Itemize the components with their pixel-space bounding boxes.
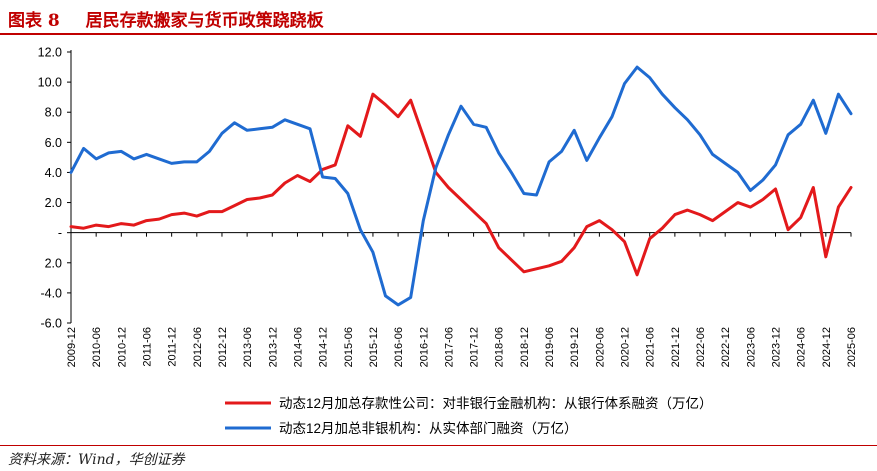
series-lines xyxy=(69,65,853,307)
y-tick-label: 10.0 xyxy=(38,76,62,90)
chart-title: 图表 8 居民存款搬家与货币政策跷跷板 xyxy=(8,6,324,31)
y-tick-label: 2.0 xyxy=(45,196,62,210)
source-note: 资料来源：Wind，华创证券 xyxy=(8,452,185,468)
y-tick-label: -4.0 xyxy=(40,286,62,300)
x-tick-label: 2015-12 xyxy=(368,327,380,367)
x-tick-label: 2011-12 xyxy=(167,327,179,367)
x-tick-label: 2018-06 xyxy=(494,327,506,367)
x-tick-label: 2017-06 xyxy=(443,327,455,367)
x-tick-label: 2014-06 xyxy=(292,327,304,367)
y-tick-label: -6.0 xyxy=(40,317,62,331)
x-tick-label: 2013-12 xyxy=(267,327,279,367)
x-tick-label: 2010-06 xyxy=(91,327,103,367)
axes: 12.0 10.0 8.0 6.0 4.0 2.0 - 2.0 -4.0 -6.0 2009-12 2… xyxy=(38,46,858,368)
title-rule xyxy=(0,33,877,35)
y-tick-label: 6.0 xyxy=(45,136,62,150)
y-tick-label: 4.0 xyxy=(45,166,62,180)
x-tick-label: 2009-12 xyxy=(66,327,78,367)
x-tick-label: 2019-12 xyxy=(569,327,581,367)
x-tick-label: 2012-12 xyxy=(217,327,229,367)
x-tick-label: 2022-12 xyxy=(720,327,732,367)
figure-label: 图表 8 xyxy=(8,11,60,31)
y-tick-label: 8.0 xyxy=(45,106,62,120)
y-tick-label: 2.0 xyxy=(45,256,62,270)
x-tick-label: 2013-06 xyxy=(242,327,254,367)
x-tick-label: 2019-06 xyxy=(544,327,556,367)
x-tick-label: 2021-06 xyxy=(645,327,657,367)
x-tick-label: 2017-12 xyxy=(469,327,481,367)
x-tick-label: 2023-06 xyxy=(745,327,757,367)
series-line-blue xyxy=(69,65,853,307)
y-tick-label: - xyxy=(58,226,62,240)
figure-title: 居民存款搬家与货币政策跷跷板 xyxy=(85,11,324,31)
legend-label-red: 动态12月加总存款性公司：对非银行金融机构：从银行体系融资（万亿） xyxy=(279,396,713,411)
x-tick-label: 2015-06 xyxy=(343,327,355,367)
x-tick-label: 2016-06 xyxy=(393,327,405,367)
x-tick-label: 2014-12 xyxy=(318,327,330,367)
x-tick-label: 2022-06 xyxy=(695,327,707,367)
legend-label-blue: 动态12月加总非银机构：从实体部门融资（万亿） xyxy=(279,421,578,436)
series-line-red xyxy=(69,92,853,277)
footer-rule xyxy=(0,445,877,446)
x-tick-label: 2020-12 xyxy=(620,327,632,367)
x-tick-label: 2021-12 xyxy=(670,327,682,367)
x-tick-label: 2020-06 xyxy=(594,327,606,367)
x-tick-label: 2010-12 xyxy=(116,327,128,367)
x-tick-label: 2012-06 xyxy=(192,327,204,367)
y-tick-label: 12.0 xyxy=(38,46,62,60)
legend: 动态12月加总存款性公司：对非银行金融机构：从银行体系融资（万亿） 动态12月加… xyxy=(225,396,713,436)
x-tick-label: 2023-12 xyxy=(771,327,783,367)
x-tick-label: 2018-12 xyxy=(519,327,531,367)
x-tick-label: 2016-12 xyxy=(418,327,430,367)
x-tick-label: 2011-06 xyxy=(141,327,153,367)
x-tick-label: 2024-12 xyxy=(821,327,833,367)
x-tick-label: 2024-06 xyxy=(796,327,808,367)
x-tick-label: 2025-06 xyxy=(846,327,858,367)
